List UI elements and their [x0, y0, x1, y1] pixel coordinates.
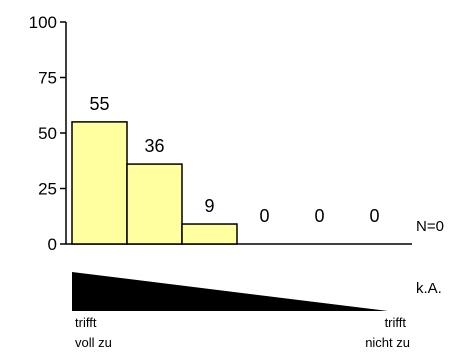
scale-right-line2: nicht zu	[365, 335, 410, 350]
y-tick-label: 0	[48, 235, 57, 254]
ka-label: k.A.	[416, 280, 442, 297]
bar	[71, 121, 128, 245]
bars	[71, 121, 238, 245]
bar-value-label: 55	[89, 94, 109, 114]
scale-left-line1: trifft	[75, 315, 97, 330]
bar	[181, 223, 238, 245]
y-tick-label: 50	[38, 124, 57, 143]
scale-left-line2: voll zu	[75, 335, 112, 350]
bar-value-label: 36	[144, 136, 164, 156]
bar	[126, 163, 183, 245]
scale-right-line1: trifft	[385, 315, 407, 330]
bar-value-label: 0	[369, 206, 379, 226]
rating-scale-wedge	[72, 272, 388, 311]
y-tick-label: 25	[38, 180, 57, 199]
data-labels: 55 36 9 0 0 0	[89, 94, 379, 226]
bar-value-label: 9	[204, 196, 214, 216]
bar-value-label: 0	[259, 206, 269, 226]
n-label: N=0	[416, 218, 444, 235]
bar-value-label: 0	[314, 206, 324, 226]
y-tick-label: 75	[38, 69, 57, 88]
y-tick-label: 100	[29, 13, 57, 32]
